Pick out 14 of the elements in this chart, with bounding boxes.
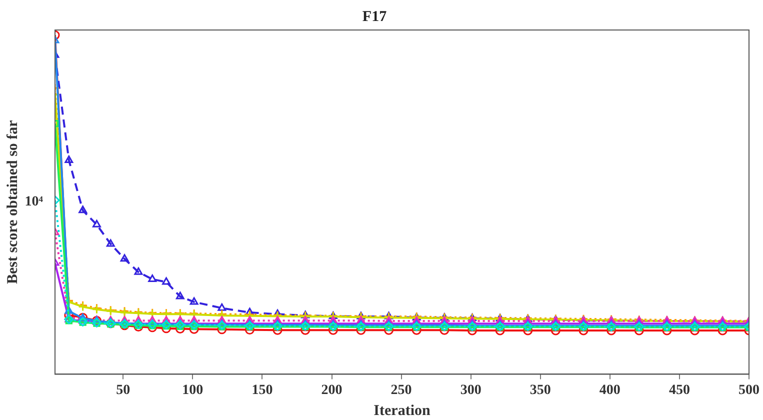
x-tick-label: 300 bbox=[460, 383, 482, 398]
x-tick-label: 450 bbox=[668, 383, 690, 398]
x-tick-label: 500 bbox=[738, 383, 760, 398]
x-tick-label: 250 bbox=[390, 383, 412, 398]
chart-title: F17 bbox=[362, 8, 388, 25]
y-axis-title: Best score obtained so far bbox=[4, 120, 21, 284]
x-tick-label: 150 bbox=[252, 383, 273, 398]
x-tick-label: 100 bbox=[182, 383, 204, 398]
x-tick-label: 350 bbox=[530, 383, 551, 398]
text: 10⁴ bbox=[24, 194, 44, 210]
x-tick-label: 200 bbox=[321, 383, 342, 398]
x-axis-title: Iteration bbox=[374, 402, 431, 419]
x-tick-label: 400 bbox=[599, 383, 620, 398]
x-tick-label: 50 bbox=[116, 383, 130, 398]
